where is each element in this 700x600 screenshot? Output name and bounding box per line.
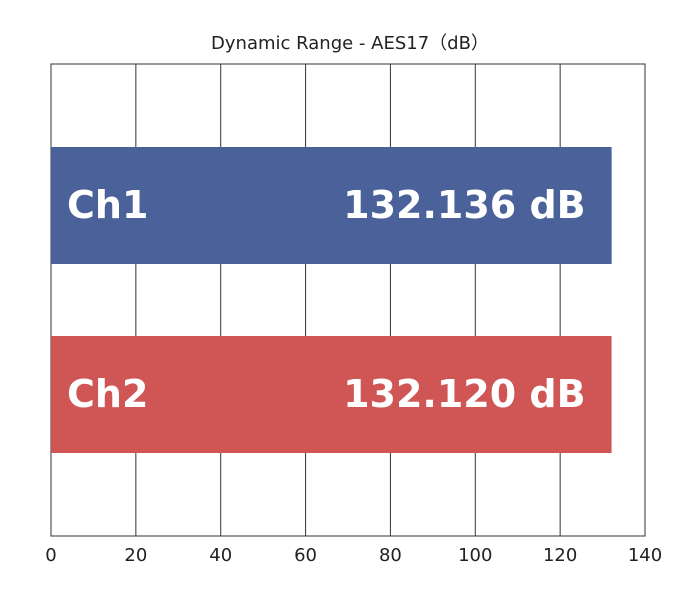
x-tick-label: 0 bbox=[45, 545, 56, 566]
x-tick-label: 40 bbox=[209, 545, 232, 566]
data-label: 132.136 dB bbox=[343, 183, 585, 227]
x-tick-label: 140 bbox=[628, 545, 662, 566]
data-label: 132.120 dB bbox=[343, 372, 585, 416]
chart-title: Dynamic Range - AES17（dB） bbox=[211, 33, 489, 54]
x-tick-label: 120 bbox=[543, 545, 577, 566]
plot-frame bbox=[50, 63, 646, 537]
x-tick-label: 60 bbox=[294, 545, 317, 566]
bar bbox=[51, 336, 612, 453]
bar bbox=[51, 147, 612, 264]
bar-category-label: Ch1 bbox=[67, 183, 148, 227]
x-tick-label: 100 bbox=[458, 545, 492, 566]
x-tick-label: 20 bbox=[124, 545, 147, 566]
bar-category-label: Ch2 bbox=[67, 372, 148, 416]
x-tick-label: 80 bbox=[379, 545, 402, 566]
